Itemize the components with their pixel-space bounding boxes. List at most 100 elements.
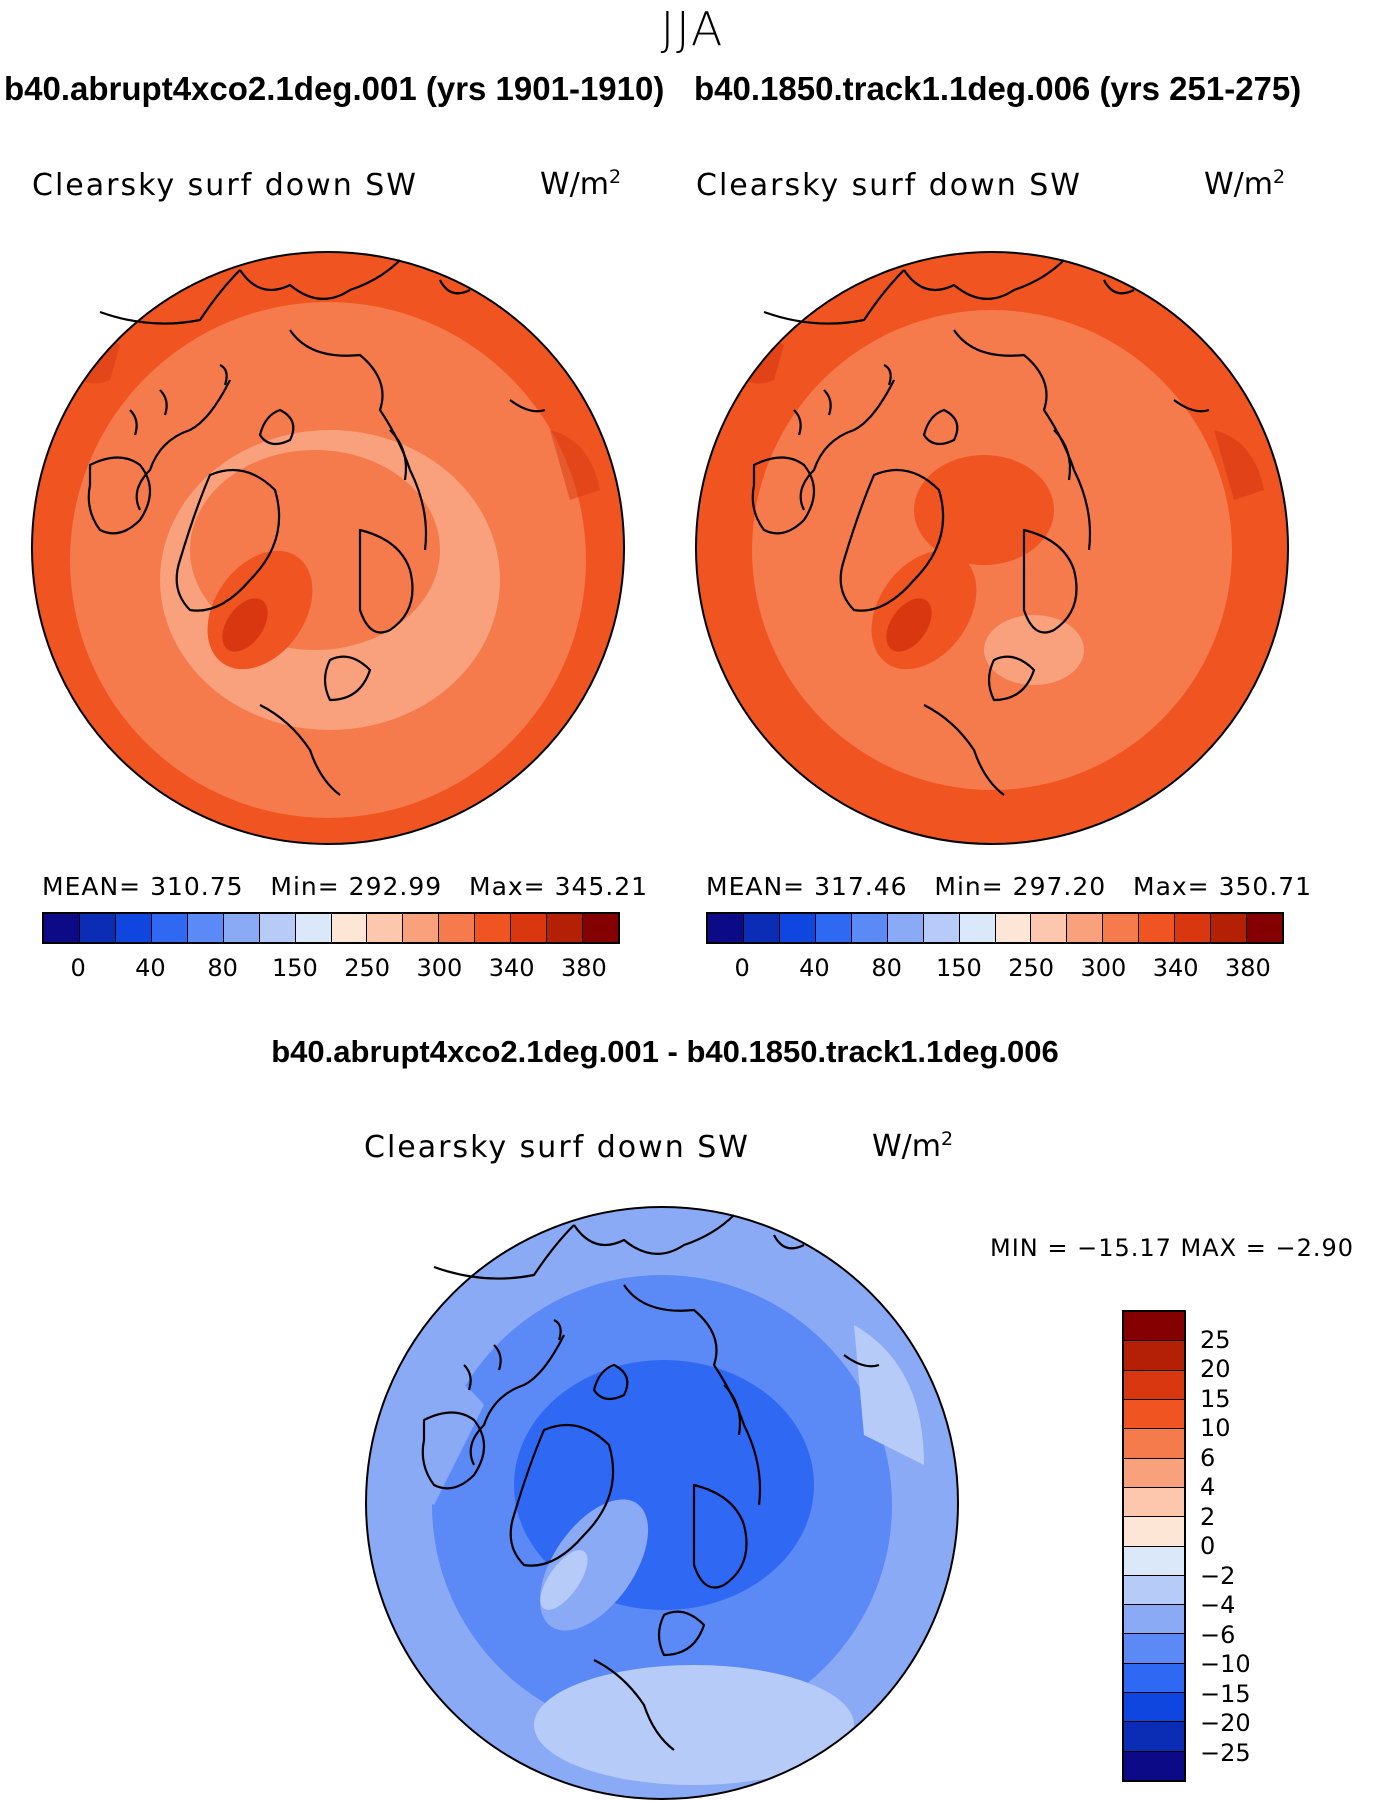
diff-variable-label: Clearsky surf down SW bbox=[364, 1130, 750, 1165]
season-title: JJA bbox=[660, 2, 725, 56]
diff-colorbar-box-5 bbox=[1124, 1458, 1184, 1488]
left-case-title: b40.abrupt4xco2.1deg.001 (yrs 1901-1910) bbox=[4, 70, 665, 107]
left-colorbar-tick-label: 0 bbox=[70, 954, 86, 982]
right-colorbar-box-6 bbox=[923, 914, 960, 942]
left-colorbar-box-6 bbox=[259, 914, 296, 942]
right-colorbar-tick-label: 250 bbox=[1008, 954, 1055, 982]
right-colorbar-box-7 bbox=[959, 914, 996, 942]
left-colorbar-tick-label: 380 bbox=[560, 954, 607, 982]
right-polar-map bbox=[695, 251, 1289, 845]
right-colorbar-box-0 bbox=[708, 914, 744, 942]
diff-colorbar-tick-label: 25 bbox=[1200, 1325, 1231, 1354]
left-colorbar-box-11 bbox=[439, 914, 476, 942]
right-colorbar-box-10 bbox=[1067, 914, 1104, 942]
right-colorbar-box-13 bbox=[1175, 914, 1212, 942]
diff-colorbar-tick-label: 4 bbox=[1200, 1473, 1216, 1501]
right-variable-label: Clearsky surf down SW bbox=[696, 168, 1082, 203]
right-colorbar-tick-label: 150 bbox=[935, 954, 982, 982]
left-colorbar-box-4 bbox=[187, 914, 224, 942]
diff-colorbar-tick-label: −6 bbox=[1200, 1620, 1236, 1649]
left-stats: MEAN= 310.75 Min= 292.99 Max= 345.21 bbox=[42, 872, 648, 901]
diff-colorbar-box-11 bbox=[1124, 1634, 1184, 1664]
right-stats: MEAN= 317.46 Min= 297.20 Max= 350.71 bbox=[706, 872, 1312, 901]
diff-colorbar-tick-label: −10 bbox=[1200, 1650, 1251, 1678]
diff-colorbar-box-4 bbox=[1124, 1429, 1184, 1459]
right-mean-label: MEAN= bbox=[706, 872, 806, 901]
left-colorbar-tick-label: 300 bbox=[416, 954, 463, 982]
left-colorbar-box-5 bbox=[223, 914, 260, 942]
diff-colorbar-box-3 bbox=[1124, 1399, 1184, 1430]
diff-colorbar-box-7 bbox=[1124, 1517, 1184, 1547]
left-colorbar-box-10 bbox=[403, 914, 440, 942]
left-colorbar-box-3 bbox=[151, 914, 188, 942]
right-colorbar-box-9 bbox=[1031, 914, 1068, 942]
diff-colorbar-tick-label: 15 bbox=[1200, 1384, 1231, 1413]
right-colorbar-box-12 bbox=[1139, 914, 1176, 942]
right-colorbar-box-5 bbox=[887, 914, 924, 942]
diff-colorbar-box-8 bbox=[1124, 1546, 1184, 1576]
right-colorbar-tick-label: 300 bbox=[1080, 954, 1127, 982]
right-colorbar-tick-label: 80 bbox=[871, 954, 902, 982]
right-max-value: 350.71 bbox=[1218, 872, 1313, 901]
left-colorbar-tick-label: 150 bbox=[271, 954, 318, 982]
left-colorbar-box-2 bbox=[115, 914, 152, 942]
right-colorbar-box-2 bbox=[779, 914, 816, 942]
diff-colorbar-tick-label: −15 bbox=[1200, 1679, 1251, 1708]
right-max-label: Max= bbox=[1133, 872, 1210, 901]
diff-colorbar-box-12 bbox=[1124, 1663, 1184, 1694]
left-colorbar-tick-label: 250 bbox=[344, 954, 391, 982]
left-min-label: Min= bbox=[270, 872, 340, 901]
diff-colorbar-tick-label: −20 bbox=[1200, 1709, 1251, 1737]
right-colorbar-box-4 bbox=[851, 914, 888, 942]
right-min-label: Min= bbox=[934, 872, 1004, 901]
left-mean-value: 310.75 bbox=[150, 872, 244, 901]
right-min-value: 297.20 bbox=[1012, 872, 1107, 901]
left-colorbar-box-13 bbox=[511, 914, 548, 942]
diff-colorbar-box-2 bbox=[1124, 1370, 1184, 1400]
right-mean-value: 317.46 bbox=[814, 872, 908, 901]
diff-colorbar-box-15 bbox=[1124, 1751, 1184, 1780]
right-colorbar-box-15 bbox=[1247, 914, 1282, 942]
left-colorbar-tick-label: 40 bbox=[135, 954, 166, 982]
diff-colorbar-tick-label: 6 bbox=[1200, 1443, 1216, 1472]
diff-colorbar-box-13 bbox=[1124, 1693, 1184, 1723]
diff-colorbar-box-1 bbox=[1124, 1341, 1184, 1371]
left-colorbar bbox=[42, 912, 620, 944]
left-colorbar-box-15 bbox=[583, 914, 618, 942]
right-colorbar-box-11 bbox=[1103, 914, 1140, 942]
left-colorbar-box-0 bbox=[44, 914, 80, 942]
left-variable-label: Clearsky surf down SW bbox=[32, 168, 418, 203]
diff-case-title: b40.abrupt4xco2.1deg.001 - b40.1850.trac… bbox=[271, 1034, 1059, 1069]
left-units: W/m2 bbox=[540, 166, 622, 202]
left-max-label: Max= bbox=[469, 872, 546, 901]
diff-colorbar-tick-label: 2 bbox=[1200, 1502, 1216, 1531]
diff-colorbar-tick-label: −4 bbox=[1200, 1591, 1236, 1619]
right-colorbar-box-3 bbox=[815, 914, 852, 942]
diff-colorbar-tick-label: −2 bbox=[1200, 1561, 1236, 1590]
diff-polar-map bbox=[365, 1206, 959, 1800]
left-colorbar-box-7 bbox=[295, 914, 332, 942]
left-mean-label: MEAN= bbox=[42, 872, 142, 901]
diff-colorbar-box-10 bbox=[1124, 1605, 1184, 1635]
left-colorbar-tick-label: 80 bbox=[207, 954, 238, 982]
diff-colorbar-tick-label: 20 bbox=[1200, 1355, 1231, 1383]
diff-colorbar-tick-label: 10 bbox=[1200, 1414, 1231, 1442]
right-colorbar-tick-label: 40 bbox=[799, 954, 830, 982]
diff-colorbar-box-14 bbox=[1124, 1722, 1184, 1752]
left-colorbar-box-14 bbox=[547, 914, 584, 942]
right-colorbar-box-14 bbox=[1211, 914, 1248, 942]
right-colorbar bbox=[706, 912, 1284, 944]
diff-colorbar bbox=[1122, 1310, 1186, 1782]
diff-colorbar-tick-label: −25 bbox=[1200, 1738, 1251, 1767]
right-colorbar-tick-label: 380 bbox=[1224, 954, 1271, 982]
right-colorbar-box-1 bbox=[743, 914, 780, 942]
right-colorbar-box-8 bbox=[995, 914, 1032, 942]
left-colorbar-box-8 bbox=[331, 914, 368, 942]
left-colorbar-box-9 bbox=[367, 914, 404, 942]
right-colorbar-tick-label: 340 bbox=[1152, 954, 1199, 982]
left-colorbar-tick-label: 340 bbox=[488, 954, 535, 982]
diff-colorbar-box-9 bbox=[1124, 1575, 1184, 1606]
left-colorbar-box-12 bbox=[475, 914, 512, 942]
left-colorbar-box-1 bbox=[79, 914, 116, 942]
diff-colorbar-box-6 bbox=[1124, 1487, 1184, 1518]
